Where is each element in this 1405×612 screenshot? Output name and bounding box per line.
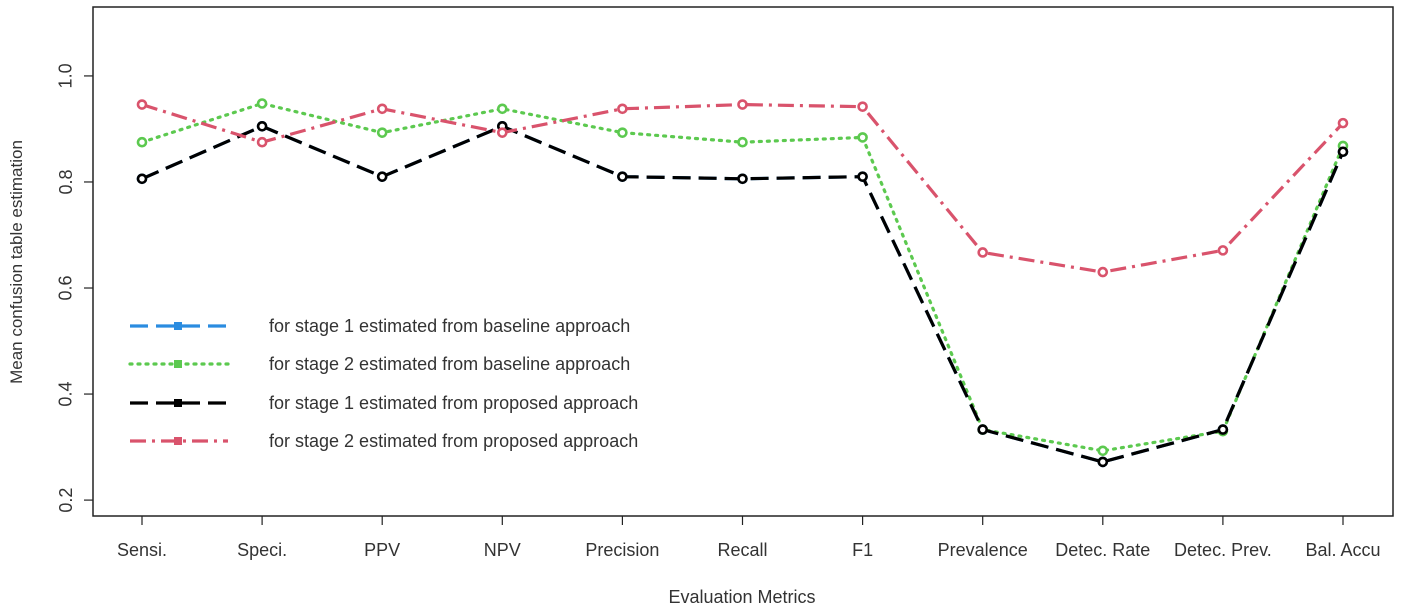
- series-line-4: [141, 102, 1345, 274]
- y-tick-label: 1.0: [56, 63, 76, 88]
- legend-marker: [174, 399, 182, 407]
- data-point-f1: [857, 132, 868, 143]
- x-tick-label: Bal. Accu: [1305, 540, 1380, 560]
- x-tick-label: Recall: [717, 540, 767, 560]
- data-point-prevalence: [977, 424, 989, 435]
- y-tick-label: 0.8: [56, 169, 76, 194]
- data-point-npv: [496, 127, 508, 138]
- legend-item-1: for stage 1 estimated from baseline appr…: [130, 316, 630, 336]
- data-point-detec-rate: [1097, 445, 1109, 457]
- data-point-bal-accu: [1337, 117, 1349, 129]
- legend-label: for stage 2 estimated from proposed appr…: [269, 431, 638, 451]
- legend-label: for stage 1 estimated from baseline appr…: [269, 316, 630, 336]
- data-point-detec-rate: [1097, 266, 1109, 278]
- legend-marker: [174, 360, 182, 368]
- x-tick-label: NPV: [484, 540, 521, 560]
- x-tick-label: Precision: [585, 540, 659, 560]
- data-point-ppv: [376, 103, 388, 115]
- x-tick-label: F1: [852, 540, 873, 560]
- legend-item-2: for stage 2 estimated from baseline appr…: [128, 354, 630, 374]
- y-axis: 0.2 0.4 0.6 0.8 1.0: [56, 63, 93, 513]
- data-point-precision: [617, 103, 628, 115]
- data-point-speci: [256, 136, 268, 148]
- x-tick-label: Detec. Prev.: [1174, 540, 1272, 560]
- x-tick-label: Sensi.: [117, 540, 167, 560]
- y-tick-label: 0.4: [56, 382, 76, 407]
- y-tick-label: 0.6: [56, 275, 76, 300]
- data-point-detec-prev: [1217, 424, 1229, 435]
- legend-label: for stage 2 estimated from baseline appr…: [269, 354, 630, 374]
- data-point-detec-prev: [1217, 245, 1229, 256]
- data-point-recall: [737, 136, 748, 148]
- y-axis-label: Mean confusion table estimation: [7, 140, 26, 384]
- legend-label: for stage 1 estimated from proposed appr…: [269, 393, 638, 413]
- x-tick-label: Detec. Rate: [1055, 540, 1150, 560]
- data-point-ppv: [376, 171, 388, 182]
- data-point-recall: [737, 99, 748, 110]
- data-point-sensi: [136, 99, 148, 110]
- x-axis: Sensi. Speci. PPV NPV Precision Recall F1 Preva…: [117, 516, 1381, 560]
- series-4: [136, 99, 1349, 278]
- legend-item-3: for stage 1 estimated from proposed appr…: [130, 393, 638, 413]
- data-point-precision: [617, 127, 628, 138]
- data-point-f1: [857, 171, 868, 182]
- data-point-recall: [737, 173, 748, 185]
- data-point-prevalence: [977, 247, 989, 258]
- series-layer: [136, 98, 1349, 468]
- legend-marker: [174, 322, 182, 330]
- x-tick-label: Speci.: [237, 540, 287, 560]
- data-point-speci: [256, 98, 268, 109]
- data-point-f1: [857, 101, 868, 112]
- data-point-sensi: [136, 173, 148, 185]
- x-tick-label: Prevalence: [938, 540, 1028, 560]
- x-tick-label: PPV: [364, 540, 400, 560]
- legend-item-4: for stage 2 estimated from proposed appr…: [130, 431, 638, 451]
- series-3: [136, 120, 1349, 468]
- data-point-sensi: [136, 136, 148, 148]
- data-point-npv: [496, 103, 508, 115]
- data-point-ppv: [376, 127, 388, 138]
- y-tick-label: 0.2: [56, 488, 76, 513]
- data-point-bal-accu: [1337, 146, 1349, 158]
- x-axis-label: Evaluation Metrics: [668, 587, 815, 607]
- data-point-precision: [617, 171, 628, 182]
- legend-marker: [174, 437, 182, 445]
- data-point-detec-rate: [1097, 456, 1109, 468]
- legend: for stage 1 estimated from baseline appr…: [128, 316, 638, 451]
- data-point-speci: [256, 120, 268, 132]
